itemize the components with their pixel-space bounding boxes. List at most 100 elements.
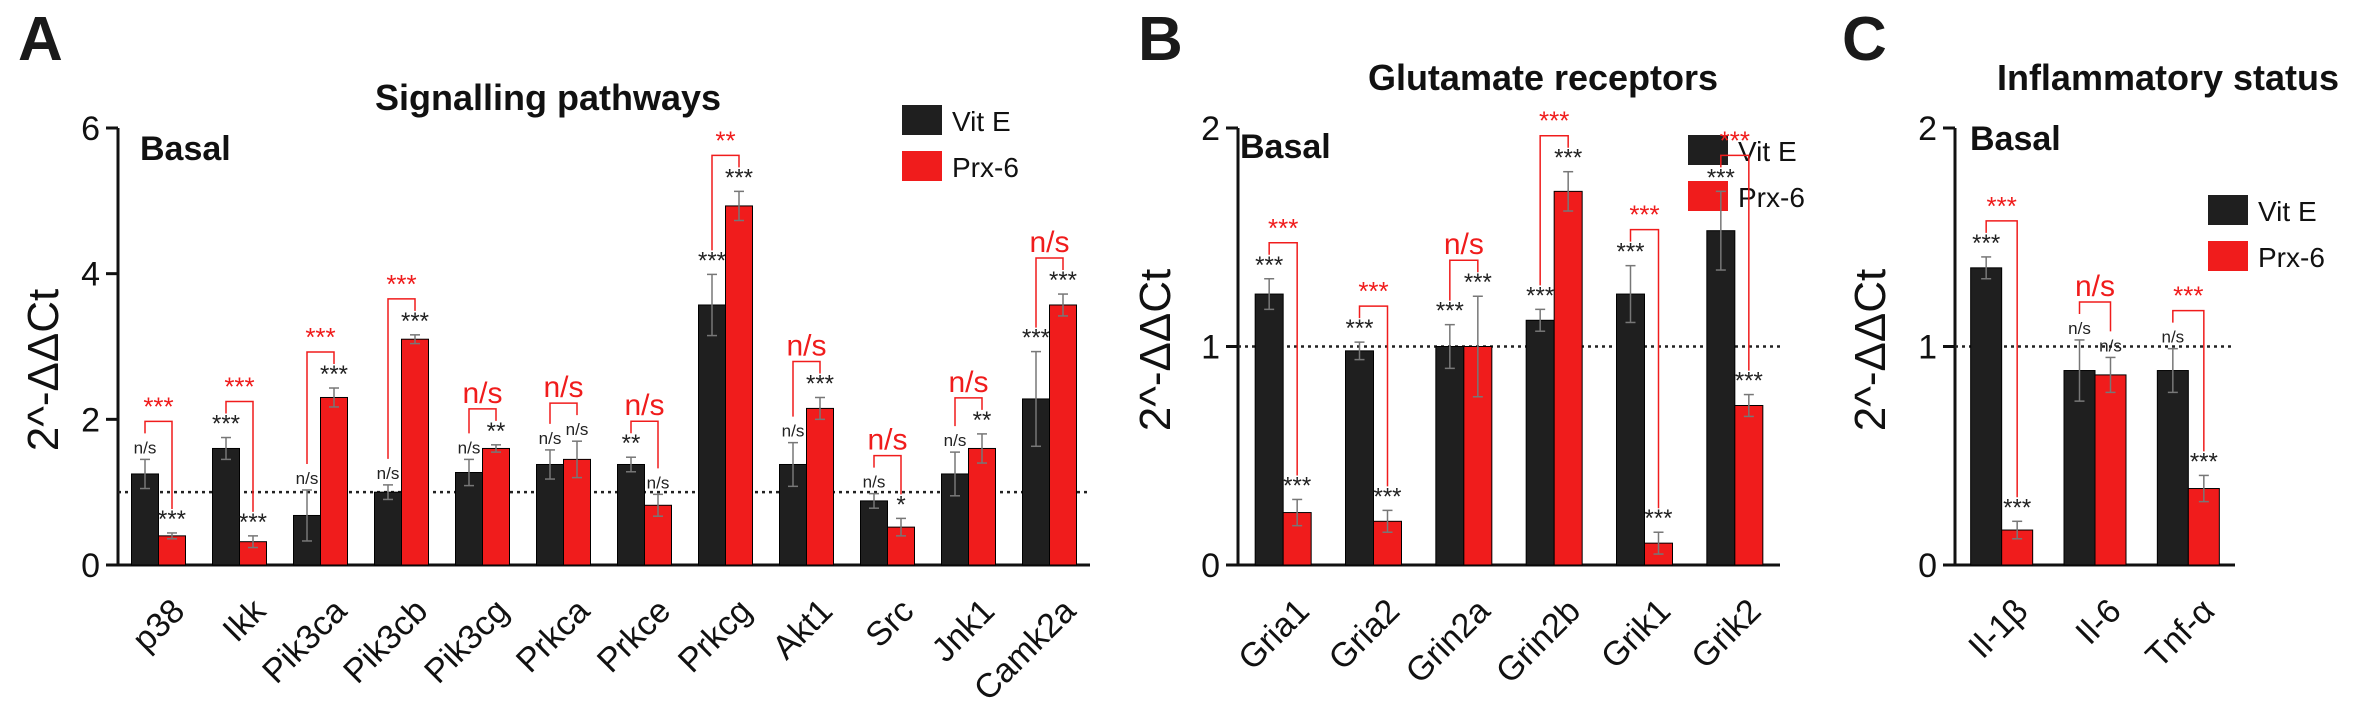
legend-prx-6-swatch bbox=[2208, 241, 2248, 271]
panel-c-letter: C bbox=[1842, 5, 1887, 74]
panel-b-comparison-bracket bbox=[1358, 305, 1389, 487]
panel-a-comparison-bracket bbox=[873, 454, 902, 495]
panel-a-comparison-label: n/s bbox=[948, 366, 988, 399]
panel-a-letter: A bbox=[18, 5, 63, 74]
panel-b-significance-label: *** bbox=[1255, 252, 1283, 279]
panel-c-comparison-label: *** bbox=[1986, 191, 2016, 221]
legend-vit-e-label: Vit E bbox=[952, 106, 1011, 137]
panel-b-category-label: Gria2 bbox=[1322, 592, 1408, 678]
panel-c-y-tick-label: 1 bbox=[1918, 329, 1937, 367]
panel-a: A Signalling pathways Basal 2^-ΔΔCt Vit … bbox=[18, 5, 1090, 702]
panel-a-category-label: Pik3cg bbox=[417, 592, 516, 691]
panel-a-significance-label: *** bbox=[239, 509, 267, 536]
panel-a-comparison-label: *** bbox=[143, 391, 173, 421]
panel-c-y-tick-label: 2 bbox=[1918, 110, 1937, 148]
panel-b-category-label: Grin2a bbox=[1398, 592, 1497, 691]
panel-a-comparison-label: n/s bbox=[624, 389, 664, 422]
panel-a-legend: Vit E Prx-6 bbox=[902, 105, 1019, 183]
panel-c-category-label: Il-1β bbox=[1961, 592, 2035, 666]
panel-b-bar-gria1-vit-e bbox=[1254, 293, 1284, 566]
panel-a-bar-pik3cg-prx-6 bbox=[482, 447, 510, 566]
panel-b-significance-label: *** bbox=[1436, 298, 1464, 325]
panel-a-y-tick-label: 4 bbox=[81, 256, 100, 294]
panel-a-category-label: Prkce bbox=[590, 592, 678, 680]
panel-b-category-label: Gria1 bbox=[1231, 592, 1317, 678]
panel-b-title: Glutamate receptors bbox=[1368, 57, 1718, 98]
panel-c-comparison-label: *** bbox=[2173, 281, 2203, 311]
panel-a-significance-label: n/s bbox=[782, 422, 805, 441]
panel-a-comparison-bracket bbox=[954, 397, 983, 427]
panel-b-significance-label: *** bbox=[1644, 505, 1672, 532]
panel-b-comparison-label: *** bbox=[1268, 213, 1298, 243]
panel-a-comparison-label: *** bbox=[224, 372, 254, 402]
panel-b-comparison-bracket bbox=[1449, 259, 1479, 301]
panel-a-category-label: Prkcg bbox=[671, 592, 759, 680]
panel-c-comparison-bracket bbox=[2172, 309, 2205, 452]
panel-b-category-label: Grik2 bbox=[1684, 592, 1768, 676]
panel-b-comparison-label: n/s bbox=[1444, 228, 1484, 261]
panel-a-bar-pik3cb-prx-6 bbox=[401, 338, 429, 566]
panel-b-category-label: Grik1 bbox=[1594, 592, 1678, 676]
panel-a-comparison-bracket bbox=[387, 298, 416, 459]
panel-c-basal-label: Basal bbox=[1970, 120, 2061, 158]
panel-b-bar-grin2b-vit-e bbox=[1525, 319, 1555, 566]
panel-b-significance-label: *** bbox=[1735, 368, 1763, 395]
panel-c-plot: 0 1 2 *** *** *** Il-1β n/s n/s n/s Il-6 n/s *** *** T… bbox=[1918, 110, 2235, 675]
panel-a-comparison-label: n/s bbox=[1029, 226, 1069, 259]
panel-a-y-tick-label: 0 bbox=[81, 547, 100, 585]
panel-a-bar-prkcg-vit-e bbox=[698, 304, 726, 566]
panel-a-comparison-label: n/s bbox=[543, 371, 583, 404]
panel-a-bar-ikk-vit-e bbox=[212, 447, 240, 566]
panel-b-significance-label: *** bbox=[1526, 282, 1554, 309]
panel-b-significance-label: *** bbox=[1707, 164, 1735, 191]
panel-c-y-axis-label: 2^-ΔΔCt bbox=[1846, 269, 1895, 432]
panel-a-comparison-bracket bbox=[468, 408, 497, 434]
panel-b-comparison-bracket bbox=[1539, 134, 1569, 286]
panel-a-category-label: Ikk bbox=[216, 591, 274, 649]
panel-a-bar-pik3cg-vit-e bbox=[455, 472, 483, 566]
panel-b-bar-grin2a-vit-e bbox=[1435, 346, 1465, 566]
panel-a-comparison-bracket bbox=[1035, 257, 1064, 328]
panel-b-comparison-label: *** bbox=[1358, 276, 1388, 306]
panel-c-comparison-bracket bbox=[2078, 301, 2112, 332]
panel-a-comparison-label: *** bbox=[305, 322, 335, 352]
panel-b-bar-grik1-vit-e bbox=[1616, 293, 1645, 566]
panel-c-category-label: Tnf-α bbox=[2139, 592, 2223, 676]
panel-a-comparison-label: n/s bbox=[462, 377, 502, 410]
panel-c-bar-il-6-prx-6 bbox=[2094, 374, 2127, 566]
panel-a-significance-label: *** bbox=[158, 506, 186, 533]
panel-a-significance-label: n/s bbox=[566, 420, 589, 439]
panel-b-comparison-label: *** bbox=[1629, 200, 1659, 230]
panel-a-category-label: Src bbox=[858, 592, 921, 655]
panel-c-bar-tnf-vit-e bbox=[2156, 370, 2189, 566]
panel-a-bar-prkcg-prx-6 bbox=[725, 205, 753, 566]
panel-b-significance-label: *** bbox=[1554, 145, 1582, 172]
panel-b-comparison-bracket bbox=[1720, 154, 1750, 371]
panel-c-significance-label: *** bbox=[2003, 494, 2031, 521]
panel-c-comparison-label: n/s bbox=[2075, 270, 2115, 303]
panel-b-bar-grin2b-prx-6 bbox=[1553, 190, 1583, 566]
panel-a-comparison-label: n/s bbox=[867, 424, 907, 457]
panel-b-bar-grik2-prx-6 bbox=[1734, 404, 1764, 566]
panel-b: B Glutamate receptors Basal 2^-ΔΔCt Vit … bbox=[1131, 5, 1805, 691]
panel-a-significance-label: n/s bbox=[458, 438, 481, 457]
panel-a-basal-label: Basal bbox=[140, 130, 231, 168]
panel-a-bar-pik3cb-vit-e bbox=[374, 491, 402, 566]
panel-a-significance-label: *** bbox=[698, 247, 726, 274]
panel-c-legend: Vit E Prx-6 bbox=[2208, 195, 2325, 273]
panel-a-bar-pik3ca-prx-6 bbox=[320, 396, 348, 566]
panel-a-significance-label: * bbox=[896, 491, 905, 518]
legend-prx-6-label: Prx-6 bbox=[952, 152, 1019, 183]
panel-c-significance-label: n/s bbox=[2099, 336, 2122, 355]
panel-a-y-tick-label: 6 bbox=[81, 110, 100, 148]
panel-b-y-tick-label: 0 bbox=[1201, 547, 1220, 585]
panel-a-comparison-label: ** bbox=[715, 125, 735, 155]
legend-prx-6-swatch bbox=[902, 151, 942, 181]
panel-b-comparison-label: *** bbox=[1539, 106, 1569, 136]
panel-b-comparison-bracket bbox=[1629, 228, 1660, 509]
panel-a-significance-label: *** bbox=[725, 164, 753, 191]
panel-b-basal-label: Basal bbox=[1240, 128, 1331, 166]
panel-a-category-label: Akt1 bbox=[765, 592, 840, 667]
panel-a-y-tick-label: 2 bbox=[81, 401, 100, 439]
